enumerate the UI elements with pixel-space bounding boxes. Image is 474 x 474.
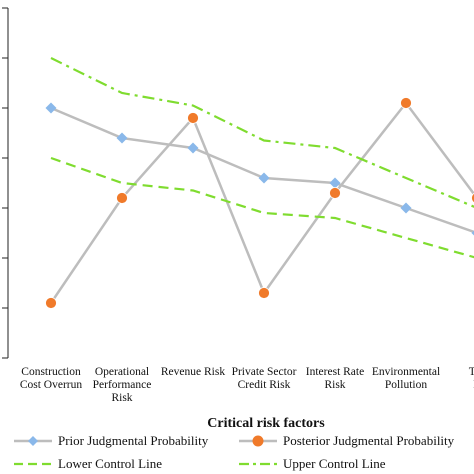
- legend: Prior Judgmental Probability Posterior Ju…: [14, 433, 455, 471]
- y-ticks: [2, 7, 8, 359]
- series-markers: [45, 97, 474, 309]
- legend-label-2: Lower Control Line: [58, 456, 162, 471]
- marker-s0-p3: [258, 172, 270, 184]
- x-axis-title: Critical risk factors: [207, 416, 325, 431]
- marker-s0-p5: [400, 202, 412, 214]
- marker-s1-p4: [329, 187, 341, 199]
- x-tick-label-6: TecR: [469, 366, 474, 391]
- legend-marker-0: [28, 436, 38, 446]
- marker-s0-p4: [329, 177, 341, 189]
- x-tick-label-2: Revenue Risk: [161, 366, 225, 378]
- marker-s0-p2: [187, 142, 199, 154]
- series-line-0: [50, 106, 474, 234]
- legend-label-0: Prior Judgmental Probability: [58, 433, 209, 448]
- legend-label-1: Posterior Judgmental Probability: [283, 433, 455, 448]
- marker-s1-p1: [116, 192, 128, 204]
- x-tick-label-0: Construction Cost Overrun: [20, 366, 83, 391]
- x-tick-label-5: Environmental Pollution: [372, 366, 440, 391]
- series-line-3: [50, 57, 474, 208]
- legend-marker-1: [252, 435, 264, 447]
- marker-s1-p2: [187, 112, 199, 124]
- marker-s1-p3: [258, 287, 270, 299]
- marker-s0-p0: [45, 102, 57, 114]
- legend-label-3: Upper Control Line: [283, 456, 386, 471]
- x-tick-label-4: Interest Rate Risk: [306, 366, 364, 391]
- x-tick-label-3: Private Sector Credit Risk: [232, 366, 297, 391]
- x-tick-labels: Construction Cost Overrun Operational Perfo…: [20, 366, 474, 404]
- marker-s1-p0: [45, 297, 57, 309]
- marker-s0-p1: [116, 132, 128, 144]
- marker-s1-p5: [400, 97, 412, 109]
- marker-s0-p6: [471, 230, 474, 236]
- series-line-1: [49, 100, 474, 304]
- x-tick-label-1: Operational Performance Risk: [93, 366, 152, 404]
- marker-s1-p6: [471, 192, 474, 204]
